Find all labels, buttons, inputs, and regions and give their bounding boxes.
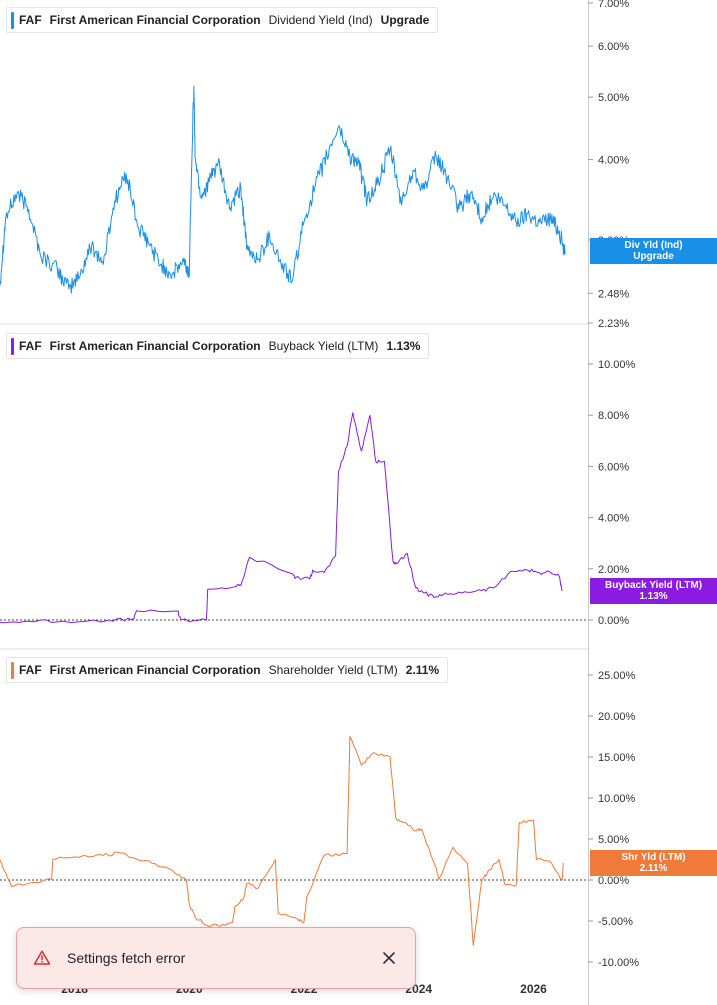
legend-company: First American Financial Corporation [49, 13, 261, 27]
y-tick-label: 6.00% [598, 461, 629, 473]
legend-metric: Buyback Yield (LTM) [268, 339, 379, 353]
y-tick-label: 0.00% [598, 875, 629, 887]
legend-shareholder-yield[interactable]: FAF First American Financial Corporation… [6, 657, 449, 683]
y-tick-label: 2.48% [598, 288, 629, 300]
x-tick-label: 2026 [520, 982, 547, 996]
y-tick-label: 10.00% [598, 359, 636, 371]
legend-value: 1.13% [386, 339, 421, 353]
legend-value[interactable]: Upgrade [380, 13, 430, 27]
y-tick-label: 8.00% [598, 410, 629, 422]
y-tick-label: 10.00% [598, 793, 636, 805]
y-tick-label: 0.00% [598, 615, 629, 627]
y-tick-label: 4.00% [598, 513, 629, 525]
legend-buyback-yield[interactable]: FAF First American Financial Corporation… [6, 333, 430, 359]
legend-company: First American Financial Corporation [49, 339, 261, 353]
legend-color-bar [11, 338, 14, 355]
y-tick-label: 20.00% [598, 711, 636, 723]
y-tick-label: 5.00% [598, 834, 629, 846]
series-line [0, 85, 566, 294]
y-tick-label: 7.00% [598, 0, 629, 10]
y-tick-label: -10.00% [598, 957, 639, 969]
legend-ticker: FAF [19, 13, 42, 27]
legend-ticker: FAF [19, 339, 42, 353]
end-tag-line-2: 2.11% [639, 863, 668, 874]
toast-close-button[interactable] [377, 946, 401, 970]
legend-dividend-yield[interactable]: FAF First American Financial Corporation… [6, 7, 439, 33]
warning-triangle-icon [33, 950, 51, 965]
toast-message: Settings fetch error [67, 950, 186, 966]
legend-metric: Shareholder Yield (LTM) [268, 663, 398, 677]
legend-color-bar [11, 12, 14, 29]
legend-ticker: FAF [19, 663, 42, 677]
y-tick-label: 15.00% [598, 752, 636, 764]
dividend-yield-end-tag: Div Yld (Ind) Upgrade [590, 238, 717, 264]
series-line [0, 736, 564, 947]
legend-value: 2.11% [405, 663, 440, 677]
y-tick-label: 25.00% [598, 670, 636, 682]
end-tag-line-1: Div Yld (Ind) [624, 240, 683, 251]
legend-company: First American Financial Corporation [49, 663, 261, 677]
end-tag-line-2: 1.13% [639, 591, 668, 602]
y-tick-label: 2.23% [598, 318, 629, 330]
end-tag-line-2: Upgrade [633, 251, 674, 262]
end-tag-line-1: Buyback Yield (LTM) [604, 580, 703, 591]
y-tick-label: -5.00% [598, 916, 633, 928]
y-tick-label: 4.00% [598, 155, 629, 167]
close-icon [383, 952, 395, 964]
y-tick-label: 5.00% [598, 92, 629, 104]
shareholder-yield-end-tag: Shr Yld (LTM) 2.11% [590, 850, 717, 876]
error-toast: Settings fetch error [16, 927, 416, 989]
legend-color-bar [11, 662, 14, 679]
y-tick-label: 2.00% [598, 564, 629, 576]
y-tick-label: 6.00% [598, 41, 629, 53]
buyback-yield-end-tag: Buyback Yield (LTM) 1.13% [590, 578, 717, 604]
legend-metric: Dividend Yield (Ind) [268, 13, 373, 27]
series-line [0, 412, 563, 624]
end-tag-line-1: Shr Yld (LTM) [621, 852, 686, 863]
